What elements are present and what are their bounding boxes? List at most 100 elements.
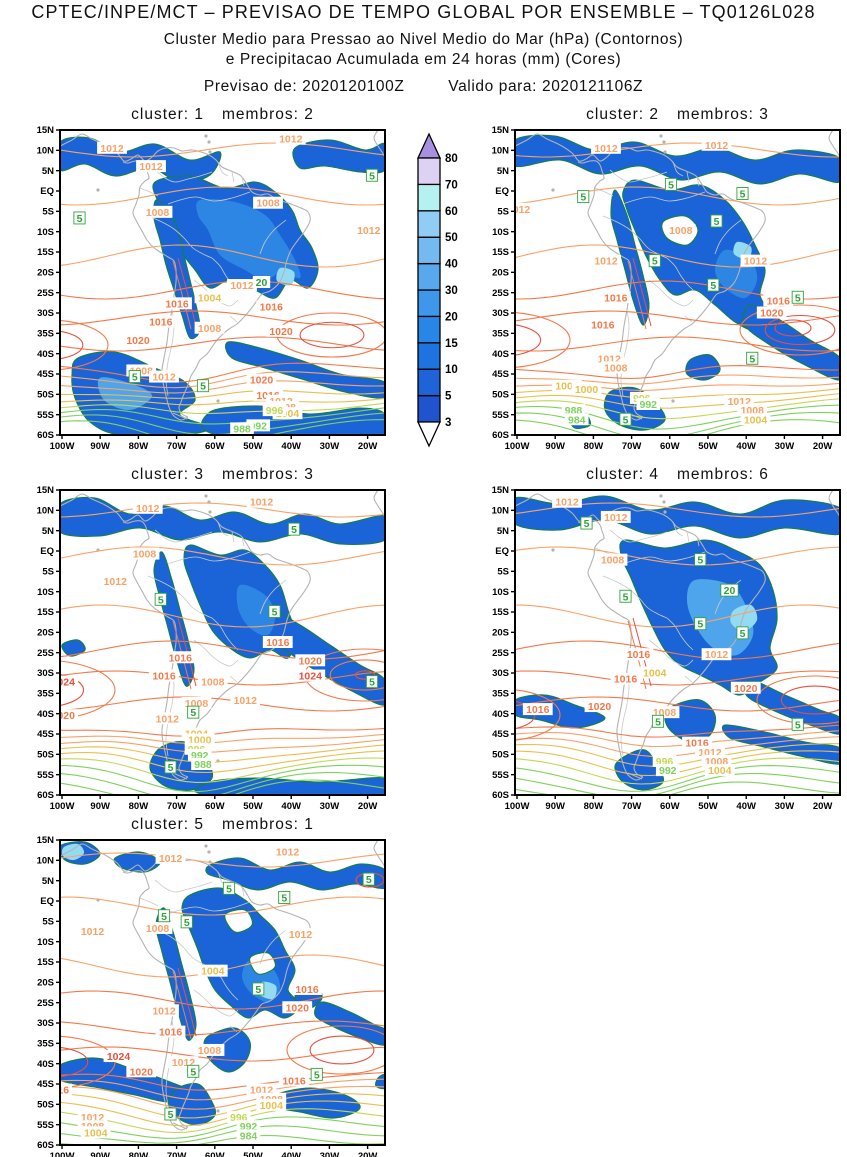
country-border xyxy=(259,579,287,615)
contour-label-box xyxy=(763,294,794,307)
coastline xyxy=(172,412,188,420)
contour-label-box xyxy=(639,666,670,679)
colorbar-arrow-top xyxy=(416,132,442,159)
contour-label-text: 984 xyxy=(240,1130,258,1142)
panel-membros-label: membros: 3 xyxy=(222,466,314,483)
colorbar-cell xyxy=(417,315,441,344)
colorbar-cell xyxy=(417,394,441,423)
contour-label-text: 1008 xyxy=(198,1045,222,1057)
contour-label-text: 1004 xyxy=(744,414,768,426)
contour-label: 5 xyxy=(154,592,167,606)
lat-tick-label: 25S xyxy=(37,648,54,659)
pressure-contour xyxy=(515,546,840,566)
contour-label-text: 5 xyxy=(255,984,261,996)
contour-label: 1016 xyxy=(162,297,192,310)
contour-label: 20 xyxy=(252,276,271,289)
contour-label-text: 1000 xyxy=(575,384,599,396)
precip-hole xyxy=(224,908,253,933)
pressure-contour xyxy=(60,1020,385,1036)
contour-label-box xyxy=(103,1050,134,1063)
lat-tick-label: 55S xyxy=(492,770,509,781)
contour-label-box xyxy=(587,318,618,331)
lat-tick-label: 5N xyxy=(497,166,509,177)
contour-label-box xyxy=(126,1065,157,1078)
country-border xyxy=(696,536,700,547)
contour-label-text: 1012 xyxy=(81,926,105,938)
contour-label-text: 1020 xyxy=(52,710,76,722)
lon-tick-label: 40W xyxy=(281,441,301,452)
contour-label-box xyxy=(577,190,590,204)
contour-label: 5 xyxy=(580,516,593,530)
contour-label-box xyxy=(365,168,379,182)
contour-label-text: 1012 xyxy=(230,280,254,292)
lat-tick-label: 45S xyxy=(37,729,54,740)
contour-label-box xyxy=(268,605,281,618)
contour-label-box xyxy=(275,132,306,145)
lat-tick-label: 15N xyxy=(37,125,55,136)
high-pressure-ring xyxy=(515,324,542,356)
panel-map-svg: 1012 1012 5 1008 1012 5 5 1016 1020 1024 1024 1020 1… xyxy=(37,485,386,812)
contour-label-box xyxy=(740,413,771,426)
contour-label-box xyxy=(152,712,183,725)
lat-tick-label: 5S xyxy=(42,207,54,218)
lat-tick-label: 5N xyxy=(42,876,54,887)
lon-tick-label: 100W xyxy=(505,801,530,812)
contour-label: 1012 xyxy=(136,160,166,173)
contour-label: 5 xyxy=(619,589,632,603)
contour-label-text: 1012 xyxy=(276,847,300,859)
pressure-contour-zonal xyxy=(60,1108,385,1134)
contour-label-text: 5 xyxy=(190,707,196,719)
contour-label-box xyxy=(584,700,615,713)
lon-tick-label: 50W xyxy=(243,441,263,452)
pressure-contour-zonal xyxy=(515,765,840,792)
contour-label: 5 xyxy=(310,1067,323,1081)
country-border xyxy=(714,219,742,255)
contour-label-text: 992 xyxy=(639,399,657,411)
lat-tick-label: 55S xyxy=(492,410,509,421)
contour-label: 1016 xyxy=(623,648,654,661)
contour-label: 1004 xyxy=(704,764,735,777)
island-dot xyxy=(662,500,666,504)
contour-label-box xyxy=(262,636,293,648)
contour-label-box xyxy=(701,754,732,767)
contour-label-text: 5 xyxy=(580,192,586,204)
pressure-contour xyxy=(60,696,385,712)
pressure-contour-zonal xyxy=(60,407,385,425)
lon-tick-label: 50W xyxy=(698,441,718,452)
contour-label-text: 1016 xyxy=(614,674,638,686)
lat-tick-label: 35S xyxy=(492,329,509,340)
pressure-contour-zonal xyxy=(60,733,385,744)
lon-tick-label: 30W xyxy=(320,801,340,812)
contour-label-box xyxy=(720,583,739,597)
contour-label-text: 988 xyxy=(233,423,251,435)
lon-tick-label: 40W xyxy=(281,801,301,812)
contour-label-text: 5 xyxy=(161,911,167,923)
contour-label-text: 1012 xyxy=(156,713,180,725)
contour-label-text: 1012 xyxy=(604,512,628,524)
contour-label-box xyxy=(515,202,534,215)
contour-label-text: 1016 xyxy=(282,1075,306,1087)
lon-tick-label: 90W xyxy=(545,801,565,812)
contour-label: 1004 xyxy=(740,413,771,426)
contour-label-box xyxy=(252,982,265,996)
coastline xyxy=(828,130,840,158)
pressure-contour-zonal xyxy=(515,365,840,379)
island-dot xyxy=(671,399,675,403)
pressure-contour xyxy=(515,310,840,326)
contour-label: 1008 xyxy=(665,224,696,237)
pressure-contour-zonal xyxy=(60,744,385,763)
contour-label-box xyxy=(600,510,631,523)
island-dot xyxy=(204,494,208,498)
contour-label: 1008 xyxy=(253,196,283,210)
contour-label-text: 1004 xyxy=(643,668,667,680)
contour-label-text: 5 xyxy=(158,594,164,606)
contour-label: 1016 xyxy=(763,294,794,307)
contour-label-text: 1008 xyxy=(198,323,222,335)
colorbar-tick-label: 10 xyxy=(445,364,458,376)
contour-label-box xyxy=(552,495,582,508)
contour-label-box xyxy=(597,553,628,566)
contour-label: 1004 xyxy=(194,291,225,304)
